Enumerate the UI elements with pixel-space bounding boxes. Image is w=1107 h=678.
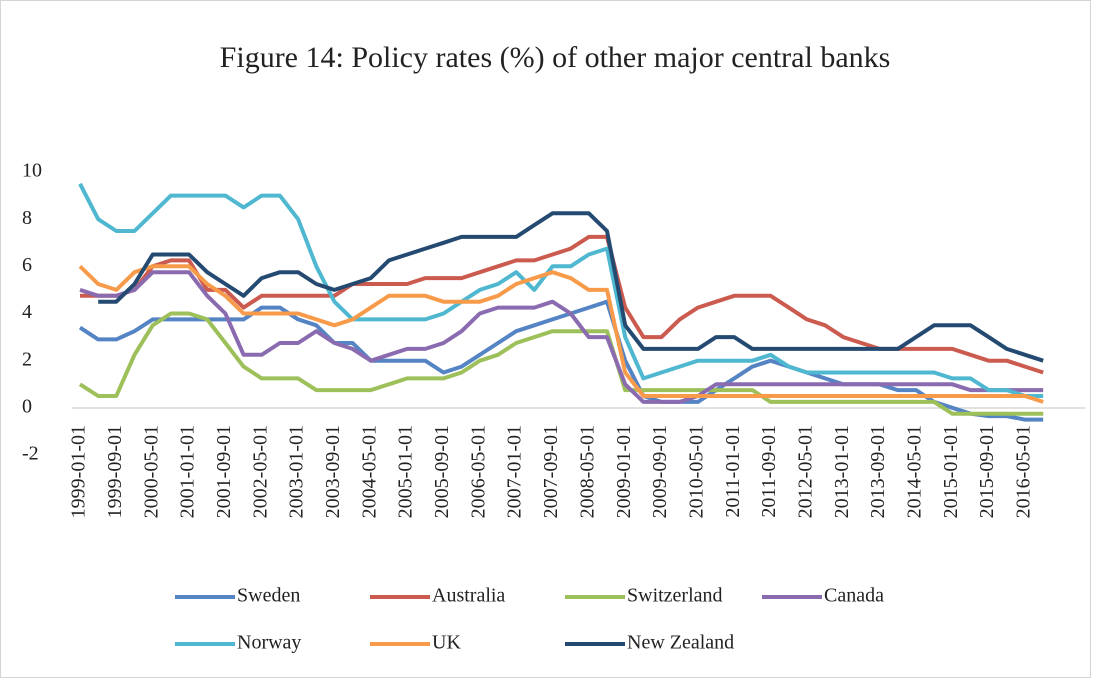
legend-label: UK — [432, 632, 461, 654]
x-tick-label: 2010-05-01 — [685, 425, 707, 518]
x-tick-label: 2003-09-01 — [322, 425, 344, 518]
x-tick-label: 2012-05-01 — [795, 425, 817, 518]
legend-label: Australia — [432, 585, 505, 607]
y-tick-label: 10 — [22, 160, 42, 182]
x-tick-label: 1999-01-01 — [68, 425, 90, 518]
x-tick-label: 2013-01-01 — [831, 425, 853, 518]
x-tick-label: 2009-09-01 — [649, 425, 671, 518]
x-tick-label: 2007-09-01 — [540, 425, 562, 518]
x-tick-label: 2014-05-01 — [904, 425, 926, 518]
x-tick-label: 2015-01-01 — [940, 425, 962, 518]
x-tick-label: 2005-09-01 — [431, 425, 453, 518]
chart-title: Figure 14: Policy rates (%) of other maj… — [220, 41, 891, 74]
legend-label: Sweden — [237, 585, 300, 607]
legend-label: New Zealand — [627, 632, 734, 654]
x-tick-label: 2003-01-01 — [286, 425, 308, 518]
x-tick-label: 2000-05-01 — [140, 425, 162, 518]
x-tick-label: 1999-09-01 — [104, 425, 126, 518]
x-tick-label: 2009-01-01 — [613, 425, 635, 518]
y-tick-label: 2 — [22, 348, 32, 370]
x-tick-label: 2015-09-01 — [976, 425, 998, 518]
series-line — [98, 211, 1044, 363]
y-tick-label: 4 — [22, 301, 32, 323]
x-tick-label: 2001-01-01 — [177, 425, 199, 518]
x-tick-label: 2011-01-01 — [722, 425, 744, 518]
series-line — [79, 270, 1044, 404]
x-tick-label: 2004-05-01 — [358, 425, 380, 518]
series-line — [78, 182, 1044, 398]
x-tick-label: 2001-09-01 — [213, 425, 235, 518]
legend-label: Norway — [237, 632, 301, 654]
series-line — [78, 264, 1044, 404]
x-tick-label: 2006-05-01 — [467, 425, 489, 518]
legend-label: Canada — [824, 585, 884, 607]
x-tick-label: 2013-09-01 — [867, 425, 889, 518]
x-tick-label: 2011-09-01 — [758, 425, 780, 518]
y-tick-label: 6 — [22, 254, 32, 276]
y-tick-label: -2 — [22, 443, 39, 465]
y-tick-label: 8 — [22, 207, 32, 229]
x-tick-label: 2007-01-01 — [504, 425, 526, 518]
legend-label: Switzerland — [627, 585, 723, 607]
x-tick-label: 2005-01-01 — [395, 425, 417, 518]
series-line — [78, 311, 1044, 416]
x-tick-label: 2002-05-01 — [249, 425, 271, 518]
y-tick-label: 0 — [22, 395, 32, 417]
x-tick-label: 2016-05-01 — [1013, 425, 1035, 518]
x-tick-label: 2008-05-01 — [576, 425, 598, 518]
